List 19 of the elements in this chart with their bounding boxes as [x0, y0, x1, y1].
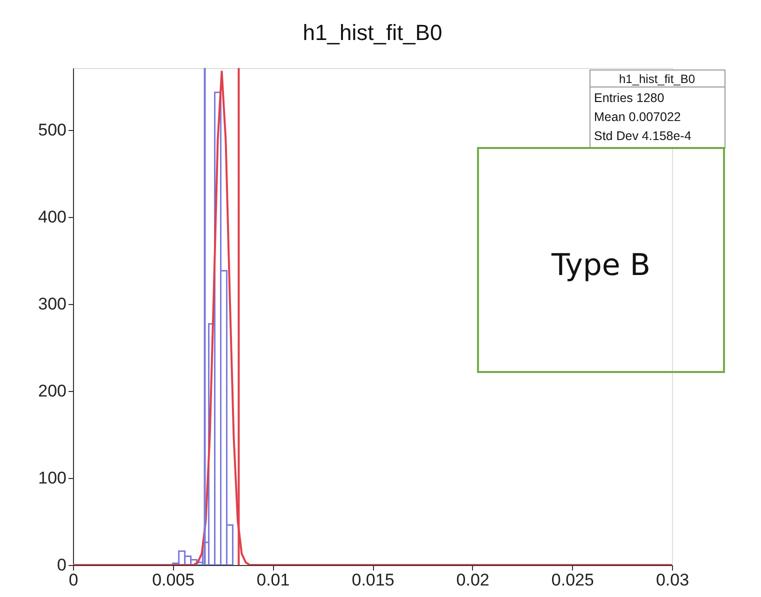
- x-tick-label: 0.02: [456, 570, 490, 590]
- annotation: Mean 0.007022: [594, 110, 681, 124]
- annotation: Entries 1280: [594, 91, 664, 105]
- y-tick-label: 500: [38, 120, 66, 140]
- x-tick-label: 0: [68, 570, 78, 590]
- y-tick-label: 0: [57, 556, 66, 574]
- y-tick-label: 200: [38, 381, 66, 400]
- annotation: Std Dev 4.158e-4: [594, 129, 692, 143]
- x-tick-label: 0.01: [256, 570, 290, 590]
- x-tick-label: 0.005: [152, 570, 195, 590]
- x-tick-label: 0.025: [551, 570, 594, 590]
- x-tick-label: 0.015: [352, 570, 394, 590]
- y-tick-label: 100: [38, 468, 66, 488]
- annotation: h1_hist_fit_B0: [618, 72, 696, 86]
- annotation: Type B: [550, 248, 651, 283]
- x-tick-label: 0.03: [656, 570, 690, 590]
- chart-title: h1_hist_fit_B0: [302, 20, 442, 45]
- y-tick-label: 400: [38, 207, 66, 226]
- y-tick-label: 300: [38, 294, 66, 314]
